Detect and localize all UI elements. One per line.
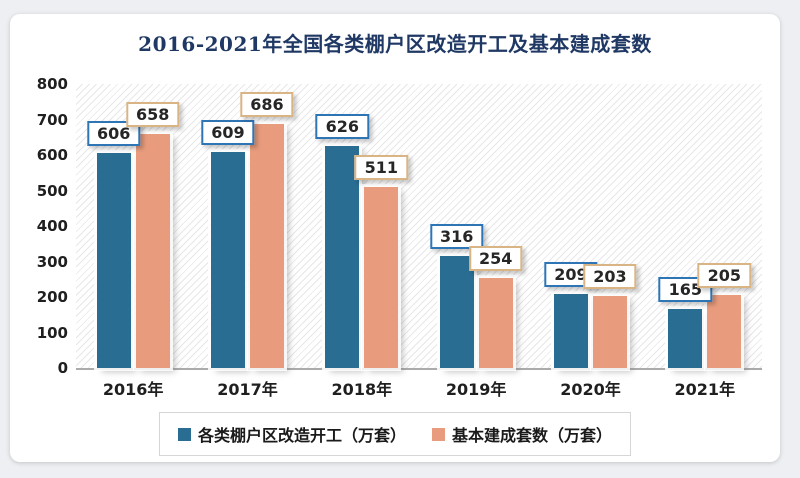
bar: 165 [658, 277, 712, 368]
bar-group: 209 203 [533, 84, 647, 368]
y-tick-label: 500 [36, 181, 68, 200]
bar-group: 165 205 [648, 84, 762, 368]
value-label: 609 [201, 119, 255, 145]
bar-group: 609 686 [190, 84, 304, 368]
x-axis: 2016年 2017年 2018年 2019年 2020年 2021年 [76, 376, 762, 400]
legend-swatch [432, 427, 445, 441]
legend-item-series2: 基本建成套数（万套） [432, 422, 612, 446]
y-tick-label: 200 [36, 288, 68, 306]
bar: 606 [86, 120, 141, 368]
bar: 658 [125, 102, 180, 368]
x-tick-label: 2017年 [217, 380, 278, 399]
chart-title: 2016-2021年全国各类棚户区改造开工及基本建成套数 [138, 32, 652, 56]
x-tick-label: 2016年 [102, 380, 164, 399]
bar: 209 [544, 261, 598, 368]
value-label: 316 [429, 223, 484, 249]
y-tick-label: 400 [36, 217, 68, 235]
value-label: 686 [240, 92, 294, 118]
value-label: 203 [583, 263, 637, 289]
y-tick-label: 800 [36, 75, 68, 93]
value-label: 205 [697, 263, 751, 289]
chart-card: 2016-2021年全国各类棚户区改造开工及基本建成套数 0 100 200 300 4… [10, 14, 780, 462]
bar: 205 [697, 263, 751, 368]
x-tick-label: 2018年 [331, 380, 393, 399]
bar: 203 [583, 263, 637, 368]
value-label: 165 [658, 277, 712, 303]
bar: 626 [315, 113, 370, 368]
legend-label: 各类棚户区改造开工（万套） [197, 426, 406, 445]
y-tick-label: 0 [57, 359, 68, 377]
legend: 各类棚户区改造开工（万套） 基本建成套数（万套） [158, 412, 632, 456]
bar-group: 626 511 [305, 84, 419, 368]
bar-group: 316 254 [419, 84, 533, 368]
bar: 609 [201, 119, 255, 368]
bar-group: 606 658 [76, 84, 190, 368]
legend-label: 基本建成套数（万套） [452, 426, 613, 445]
value-label: 658 [125, 102, 180, 128]
plot-area: 606 658 609 686 626 511 316 254 209 203 165 205 [76, 84, 762, 370]
y-tick-label: 700 [36, 110, 68, 129]
value-label: 626 [315, 113, 370, 139]
value-label: 511 [354, 154, 409, 180]
y-tick-label: 100 [36, 323, 68, 342]
bar: 511 [354, 154, 409, 368]
bar: 686 [240, 92, 294, 368]
plot-groups: 606 658 609 686 626 511 316 254 209 203 165 205 [76, 84, 762, 368]
value-label: 254 [468, 245, 523, 271]
legend-item-series1: 各类棚户区改造开工（万套） [177, 422, 406, 446]
y-axis: 0 100 200 300 400 500 600 700 800 [10, 75, 68, 377]
y-tick-label: 300 [36, 252, 68, 271]
x-tick-label: 2021年 [674, 380, 736, 399]
x-tick-label: 2019年 [445, 380, 507, 399]
bar: 254 [468, 245, 523, 368]
x-tick-label: 2020年 [560, 380, 621, 399]
bar: 316 [429, 223, 484, 368]
legend-swatch [177, 427, 191, 441]
y-tick-label: 600 [36, 146, 68, 164]
